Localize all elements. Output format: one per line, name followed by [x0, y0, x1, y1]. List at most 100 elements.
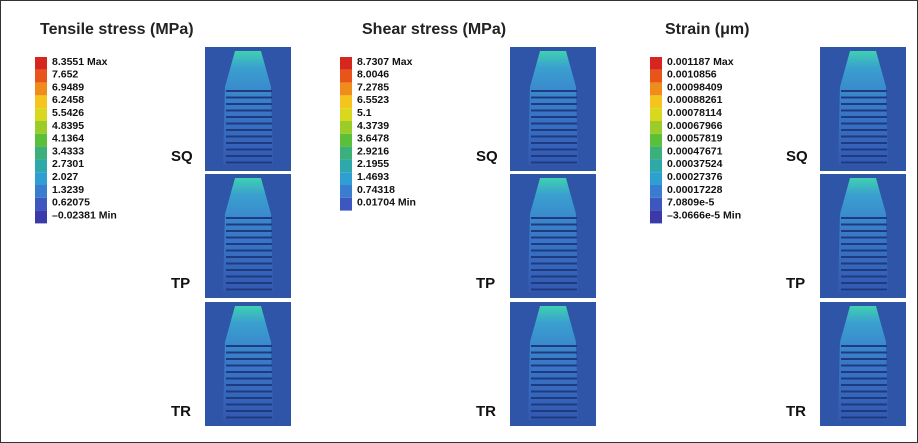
implant — [528, 51, 578, 165]
fea-image — [205, 302, 291, 426]
colorbar-swatch — [35, 57, 47, 70]
colorbar-swatch — [650, 95, 662, 109]
legend-label: –3.0666e-5 Min — [667, 209, 741, 221]
colorbar-swatch — [35, 210, 47, 224]
image-label: TR — [476, 403, 496, 420]
colorbar-swatch — [35, 159, 47, 173]
legend-label: 5.1 — [357, 107, 372, 119]
legend-label: 0.00037524 — [667, 158, 723, 170]
colorbar-swatch — [650, 172, 662, 185]
legend-label: 0.00017228 — [667, 184, 723, 196]
colorbar-swatch — [340, 95, 352, 109]
image-label: TP — [476, 275, 495, 292]
fea-image — [510, 47, 596, 171]
colorbar-swatch — [35, 185, 47, 198]
implant — [838, 178, 888, 292]
colorbar-swatch — [35, 108, 47, 121]
legend-label: 0.00027376 — [667, 171, 723, 183]
legend-label: 2.1955 — [357, 158, 389, 170]
panel-title: Strain (μm) — [665, 21, 749, 38]
colorbar-swatch — [650, 108, 662, 121]
legend-label: 0.001187 Max — [667, 56, 734, 68]
legend-label: 7.0809e-5 — [667, 197, 714, 209]
legend-label: 2.7301 — [52, 158, 84, 170]
colorbar-swatch — [340, 69, 352, 83]
implant — [223, 306, 273, 420]
colorbar-swatch — [35, 133, 47, 147]
colorbar-swatch — [35, 121, 47, 134]
legend-label: 7.652 — [52, 69, 78, 81]
legend-label: 3.4333 — [52, 145, 84, 157]
colorbar-swatch — [340, 172, 352, 185]
fea-image — [820, 47, 906, 171]
legend-label: 3.6478 — [357, 133, 389, 145]
legend-label: 8.3551 Max — [52, 56, 108, 68]
legend-label: 0.74318 — [357, 184, 395, 196]
implant — [528, 306, 578, 420]
implant — [838, 51, 888, 165]
colorbar-swatch — [650, 69, 662, 83]
legend-label: 7.2785 — [357, 81, 389, 93]
colorbar-swatch — [35, 146, 47, 160]
colorbar-swatch — [340, 197, 352, 211]
colorbar-swatch — [340, 185, 352, 198]
colorbar-swatch — [35, 197, 47, 211]
legend-label: 2.027 — [52, 171, 78, 183]
colorbar-swatch — [35, 172, 47, 185]
legend-label: 0.00098409 — [667, 81, 723, 93]
legend-label: 0.0010856 — [667, 69, 717, 81]
colorbar-swatch — [650, 185, 662, 198]
legend-label: 6.5523 — [357, 94, 389, 106]
fea-image — [510, 302, 596, 426]
legend-label: 0.00047671 — [667, 145, 723, 157]
colorbar-swatch — [650, 121, 662, 134]
legend-label: 8.7307 Max — [357, 56, 413, 68]
implant — [223, 178, 273, 292]
legend-label: 0.01704 Min — [357, 197, 416, 209]
legend-label: 4.1364 — [52, 133, 84, 145]
colorbar-swatch — [650, 159, 662, 173]
image-label: TR — [171, 403, 191, 420]
legend-label: 6.9489 — [52, 81, 84, 93]
image-label: TP — [786, 275, 805, 292]
image-label: TR — [786, 403, 806, 420]
panel-title: Tensile stress (MPa) — [40, 21, 194, 38]
colorbar-swatch — [35, 95, 47, 109]
colorbar-swatch — [650, 82, 662, 96]
colorbar-swatch — [650, 197, 662, 211]
colorbar-swatch — [340, 108, 352, 121]
legend-label: 6.2458 — [52, 94, 84, 106]
implant — [223, 51, 273, 165]
colorbar-swatch — [650, 133, 662, 147]
legend-label: 0.62075 — [52, 197, 90, 209]
legend-label: 8.0046 — [357, 69, 389, 81]
legend-label: 0.00067966 — [667, 120, 723, 132]
fea-image — [820, 302, 906, 426]
legend-label: 4.8395 — [52, 120, 84, 132]
legend-label: 0.00078114 — [667, 107, 722, 119]
colorbar-swatch — [340, 146, 352, 160]
legend-label: –0.02381 Min — [52, 209, 117, 221]
fea-image — [820, 174, 906, 298]
colorbar-swatch — [650, 146, 662, 160]
legend-label: 5.5426 — [52, 107, 84, 119]
colorbar-swatch — [340, 82, 352, 96]
legend-label: 0.00088261 — [667, 94, 723, 106]
image-label: SQ — [786, 148, 808, 165]
legend-label: 0.00057819 — [667, 133, 723, 145]
implant — [528, 178, 578, 292]
image-label: TP — [171, 275, 190, 292]
colorbar-swatch — [340, 57, 352, 70]
colorbar-swatch — [35, 82, 47, 96]
colorbar-swatch — [340, 133, 352, 147]
image-label: SQ — [171, 148, 193, 165]
fea-image — [510, 174, 596, 298]
colorbar-swatch — [35, 69, 47, 83]
implant — [838, 306, 888, 420]
image-label: SQ — [476, 148, 498, 165]
fea-image — [205, 47, 291, 171]
colorbar-swatch — [340, 121, 352, 134]
legend-label: 4.3739 — [357, 120, 389, 132]
